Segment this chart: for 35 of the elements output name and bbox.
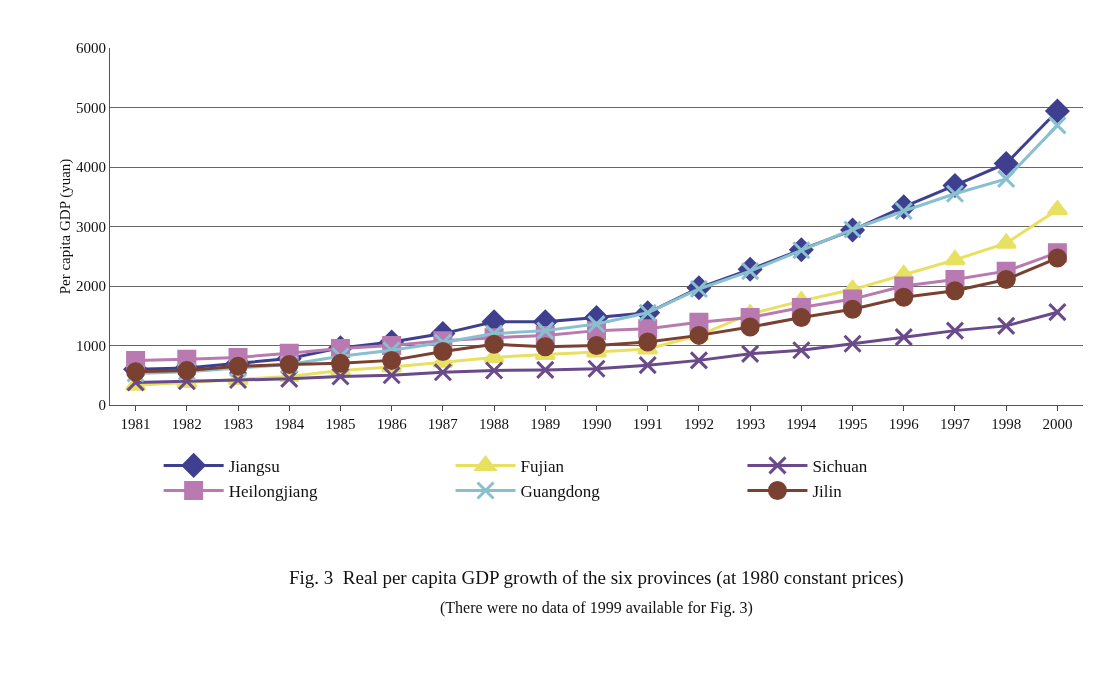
- legend-label: Guangdong: [520, 482, 601, 502]
- x-tick-label: 2000: [1042, 416, 1073, 432]
- y-tick-label: 1000: [76, 337, 106, 354]
- x-tick-label: 1998: [991, 416, 1022, 432]
- x-tick-label: 1986: [376, 416, 408, 432]
- legend-label: Jiangsu: [228, 457, 281, 477]
- y-tick-label: 3000: [76, 218, 106, 235]
- y-tick-label: 0: [98, 397, 106, 414]
- x-tick-label: 1995: [837, 416, 868, 432]
- x-tick-label: 1988: [479, 416, 510, 432]
- legend-label: Jilin: [812, 482, 843, 502]
- legend-label: Sichuan: [812, 457, 868, 477]
- x-tick-label: 1989: [530, 416, 561, 432]
- legend-label: Heilongjiang: [228, 482, 318, 502]
- x-tick-label: 1992: [683, 416, 714, 432]
- x-tick-label: 1982: [171, 416, 202, 432]
- text: Fig. 3 Real per capita GDP growth of the six provinces (at 1980 constant prices): [289, 567, 904, 589]
- x-tick-label: 1990: [581, 416, 612, 432]
- x-tick-label: 1991: [632, 416, 663, 432]
- x-tick-label: 1997: [939, 416, 971, 432]
- y-tick-label: 2000: [76, 278, 106, 295]
- x-tick-label: 1987: [427, 416, 459, 432]
- y-tick-label: 5000: [76, 99, 106, 116]
- text: (There were no data of 1999 available for Fig. 3): [440, 599, 753, 617]
- x-tick-label: 1984: [274, 416, 305, 432]
- x-tick-label: 1994: [786, 416, 817, 432]
- y-axis-title: Per capita GDP (yuan): [57, 158, 74, 295]
- x-tick-label: 1983: [223, 416, 254, 432]
- x-tick-label: 1993: [735, 416, 766, 432]
- x-tick-label: 1996: [888, 416, 920, 432]
- x-tick-label: 1985: [325, 416, 356, 432]
- x-tick-label: 1981: [120, 416, 151, 432]
- legend-label: Fujian: [520, 457, 565, 477]
- y-tick-label: 6000: [76, 40, 106, 57]
- y-tick-label: 4000: [76, 159, 106, 176]
